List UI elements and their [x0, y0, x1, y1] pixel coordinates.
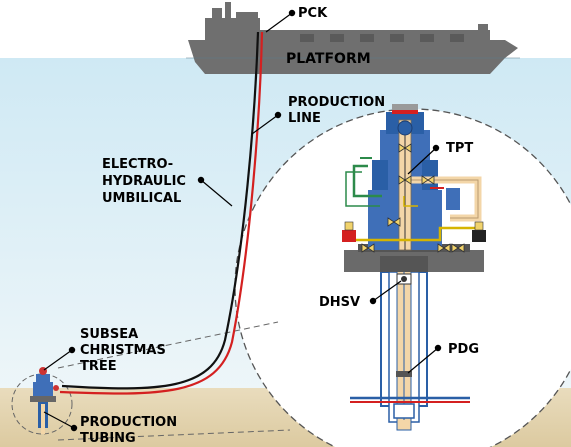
actuator-right [472, 230, 486, 242]
production-line [59, 31, 264, 395]
tree-zoom-circle [11, 373, 73, 435]
label-tubing-2: TUBING [80, 431, 136, 446]
label-umbilical-3: UMBILICAL [102, 191, 181, 206]
label-pck: PCK [298, 6, 328, 21]
leaders [43, 9, 442, 432]
master-valve [398, 143, 412, 153]
umbilical-line [61, 31, 260, 390]
zoom-connector-bottom [57, 429, 291, 441]
label-umbilical-2: HYDRAULIC [102, 174, 186, 189]
label-tpt: TPT [446, 141, 473, 156]
label-production-line-1: PRODUCTION [288, 95, 385, 110]
actuator-left [342, 230, 356, 242]
small-christmas-tree [30, 367, 59, 434]
label-platform: PLATFORM [286, 51, 371, 67]
hydraulic-line-green [352, 164, 382, 198]
label-dhsv: DHSV [319, 295, 360, 310]
label-tree-1: SUBSEA [80, 327, 138, 342]
platform-ship [188, 2, 518, 74]
label-production-line-2: LINE [288, 111, 321, 126]
label-tubing-1: PRODUCTION [80, 415, 177, 430]
swab-valve [398, 175, 412, 185]
tree-cap [392, 104, 418, 114]
label-umbilical-1: ELECTRO- [102, 157, 173, 172]
control-line-yellow [348, 226, 476, 242]
label-tree-2: CHRISTMAS [80, 343, 166, 358]
wing-valve [421, 175, 435, 185]
pdg-gauge [396, 371, 412, 377]
zoom-connector-top [57, 321, 279, 369]
label-pdg: PDG [448, 342, 479, 357]
label-tree-3: TREE [80, 359, 117, 374]
wellhead-detail [342, 104, 486, 431]
